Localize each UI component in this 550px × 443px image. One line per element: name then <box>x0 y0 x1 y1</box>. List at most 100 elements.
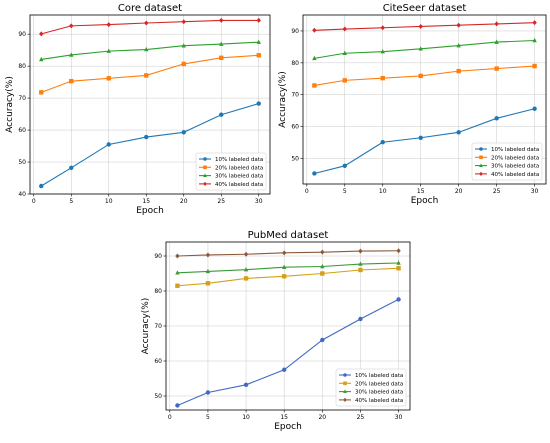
data-point <box>396 260 401 265</box>
legend-entry: 40% labeled data <box>475 171 539 178</box>
data-point <box>532 37 537 43</box>
data-point <box>312 27 317 33</box>
data-point <box>106 142 111 147</box>
x-tick-label: 25 <box>217 198 225 205</box>
data-point <box>396 248 401 254</box>
data-point <box>456 22 461 28</box>
data-point <box>532 20 537 26</box>
data-point <box>205 268 211 274</box>
data-point <box>181 130 186 135</box>
data-point <box>243 267 249 272</box>
data-point <box>219 17 224 23</box>
legend-label: 40% labeled data <box>491 172 539 178</box>
legend-entry: 10% labeled data <box>475 147 539 153</box>
data-point <box>181 19 186 25</box>
data-point <box>106 22 111 28</box>
data-point <box>39 31 44 37</box>
data-point <box>205 252 211 258</box>
legend-entry: 30% labeled data <box>475 163 539 170</box>
y-tick-label: 60 <box>154 358 162 365</box>
x-tick-label: 0 <box>32 198 36 205</box>
chart-panel-2: 0 5 10 15 20 25 30 50 60 70 80 90 CiteSeer dataset Ep… <box>278 3 547 206</box>
legend-label: 30% labeled data <box>491 164 539 170</box>
legend-marker <box>479 171 483 176</box>
x-tick-label: 20 <box>180 198 188 205</box>
data-point <box>181 61 186 67</box>
legend-marker <box>343 373 347 377</box>
x-axis-label: Epoch <box>411 196 439 206</box>
data-point <box>380 75 385 81</box>
series-line <box>41 41 259 60</box>
legend-marker <box>203 157 207 161</box>
data-point <box>312 83 317 88</box>
data-point <box>342 50 347 56</box>
data-point <box>456 68 461 74</box>
data-point <box>205 390 211 395</box>
legend-label: 10% labeled data <box>215 157 263 163</box>
y-tick-label: 40 <box>18 191 26 198</box>
x-tick-label: 15 <box>142 198 150 205</box>
data-point <box>144 20 149 26</box>
data-point <box>256 101 261 106</box>
data-point <box>175 403 180 408</box>
x-tick-label: 30 <box>395 414 403 421</box>
legend-marker <box>479 163 483 168</box>
y-axis-label: Accuracy(%) <box>141 298 151 355</box>
y-tick-label: 90 <box>154 253 162 260</box>
chart-title: CiteSeer dataset <box>383 3 467 14</box>
legend-entry: 10% labeled data <box>339 373 403 379</box>
legend-marker <box>203 173 207 178</box>
series-line <box>41 19 259 35</box>
series-2 <box>312 63 537 88</box>
legend-marker <box>479 155 483 160</box>
legend-entry: 30% labeled data <box>199 173 263 180</box>
x-tick-label: 5 <box>343 188 347 195</box>
legend-entry: 20% labeled data <box>475 155 539 161</box>
data-point <box>175 283 180 288</box>
legend-entry: 40% labeled data <box>199 181 263 188</box>
y-tick-label: 70 <box>18 95 26 102</box>
data-point <box>380 49 385 54</box>
data-point <box>320 249 325 255</box>
series-4 <box>39 17 261 37</box>
x-axis-label: Epoch <box>274 422 302 432</box>
legend-marker <box>343 381 347 386</box>
legend-marker <box>343 397 347 402</box>
data-point <box>320 337 325 343</box>
x-tick-label: 0 <box>168 414 172 421</box>
data-point <box>456 130 461 135</box>
data-point <box>281 250 287 256</box>
legend: 10% labeled data 20% labeled data 30% labe… <box>335 368 407 407</box>
data-point <box>494 116 499 121</box>
data-point <box>494 66 499 71</box>
data-point <box>219 41 224 46</box>
chart-panel-1: 0 5 10 15 20 25 30 40 50 60 70 80 90 Core dataset Epoc… <box>5 3 271 216</box>
y-tick-label: 90 <box>18 31 26 38</box>
data-point <box>144 134 149 140</box>
y-tick-label: 70 <box>154 323 162 330</box>
legend-label: 20% labeled data <box>355 381 403 387</box>
y-tick-label: 50 <box>154 393 162 400</box>
series-3 <box>312 37 537 61</box>
data-point <box>532 106 537 111</box>
x-tick-label: 25 <box>493 188 501 195</box>
series-line <box>314 22 535 31</box>
data-point <box>380 140 385 145</box>
data-point <box>342 163 347 169</box>
data-point <box>256 17 261 23</box>
plot-frame <box>29 14 271 195</box>
legend-entry: 40% labeled data <box>339 397 403 404</box>
legend-label: 30% labeled data <box>215 174 263 180</box>
data-point <box>243 276 249 281</box>
legend-label: 30% labeled data <box>355 390 403 396</box>
series-1 <box>39 101 261 189</box>
x-tick-label: 0 <box>305 188 309 195</box>
data-point <box>418 135 423 140</box>
data-point <box>144 73 149 78</box>
data-point <box>39 90 44 95</box>
series-line <box>314 39 535 59</box>
series-1 <box>312 106 537 176</box>
series-2 <box>175 266 401 288</box>
data-point <box>39 56 44 62</box>
